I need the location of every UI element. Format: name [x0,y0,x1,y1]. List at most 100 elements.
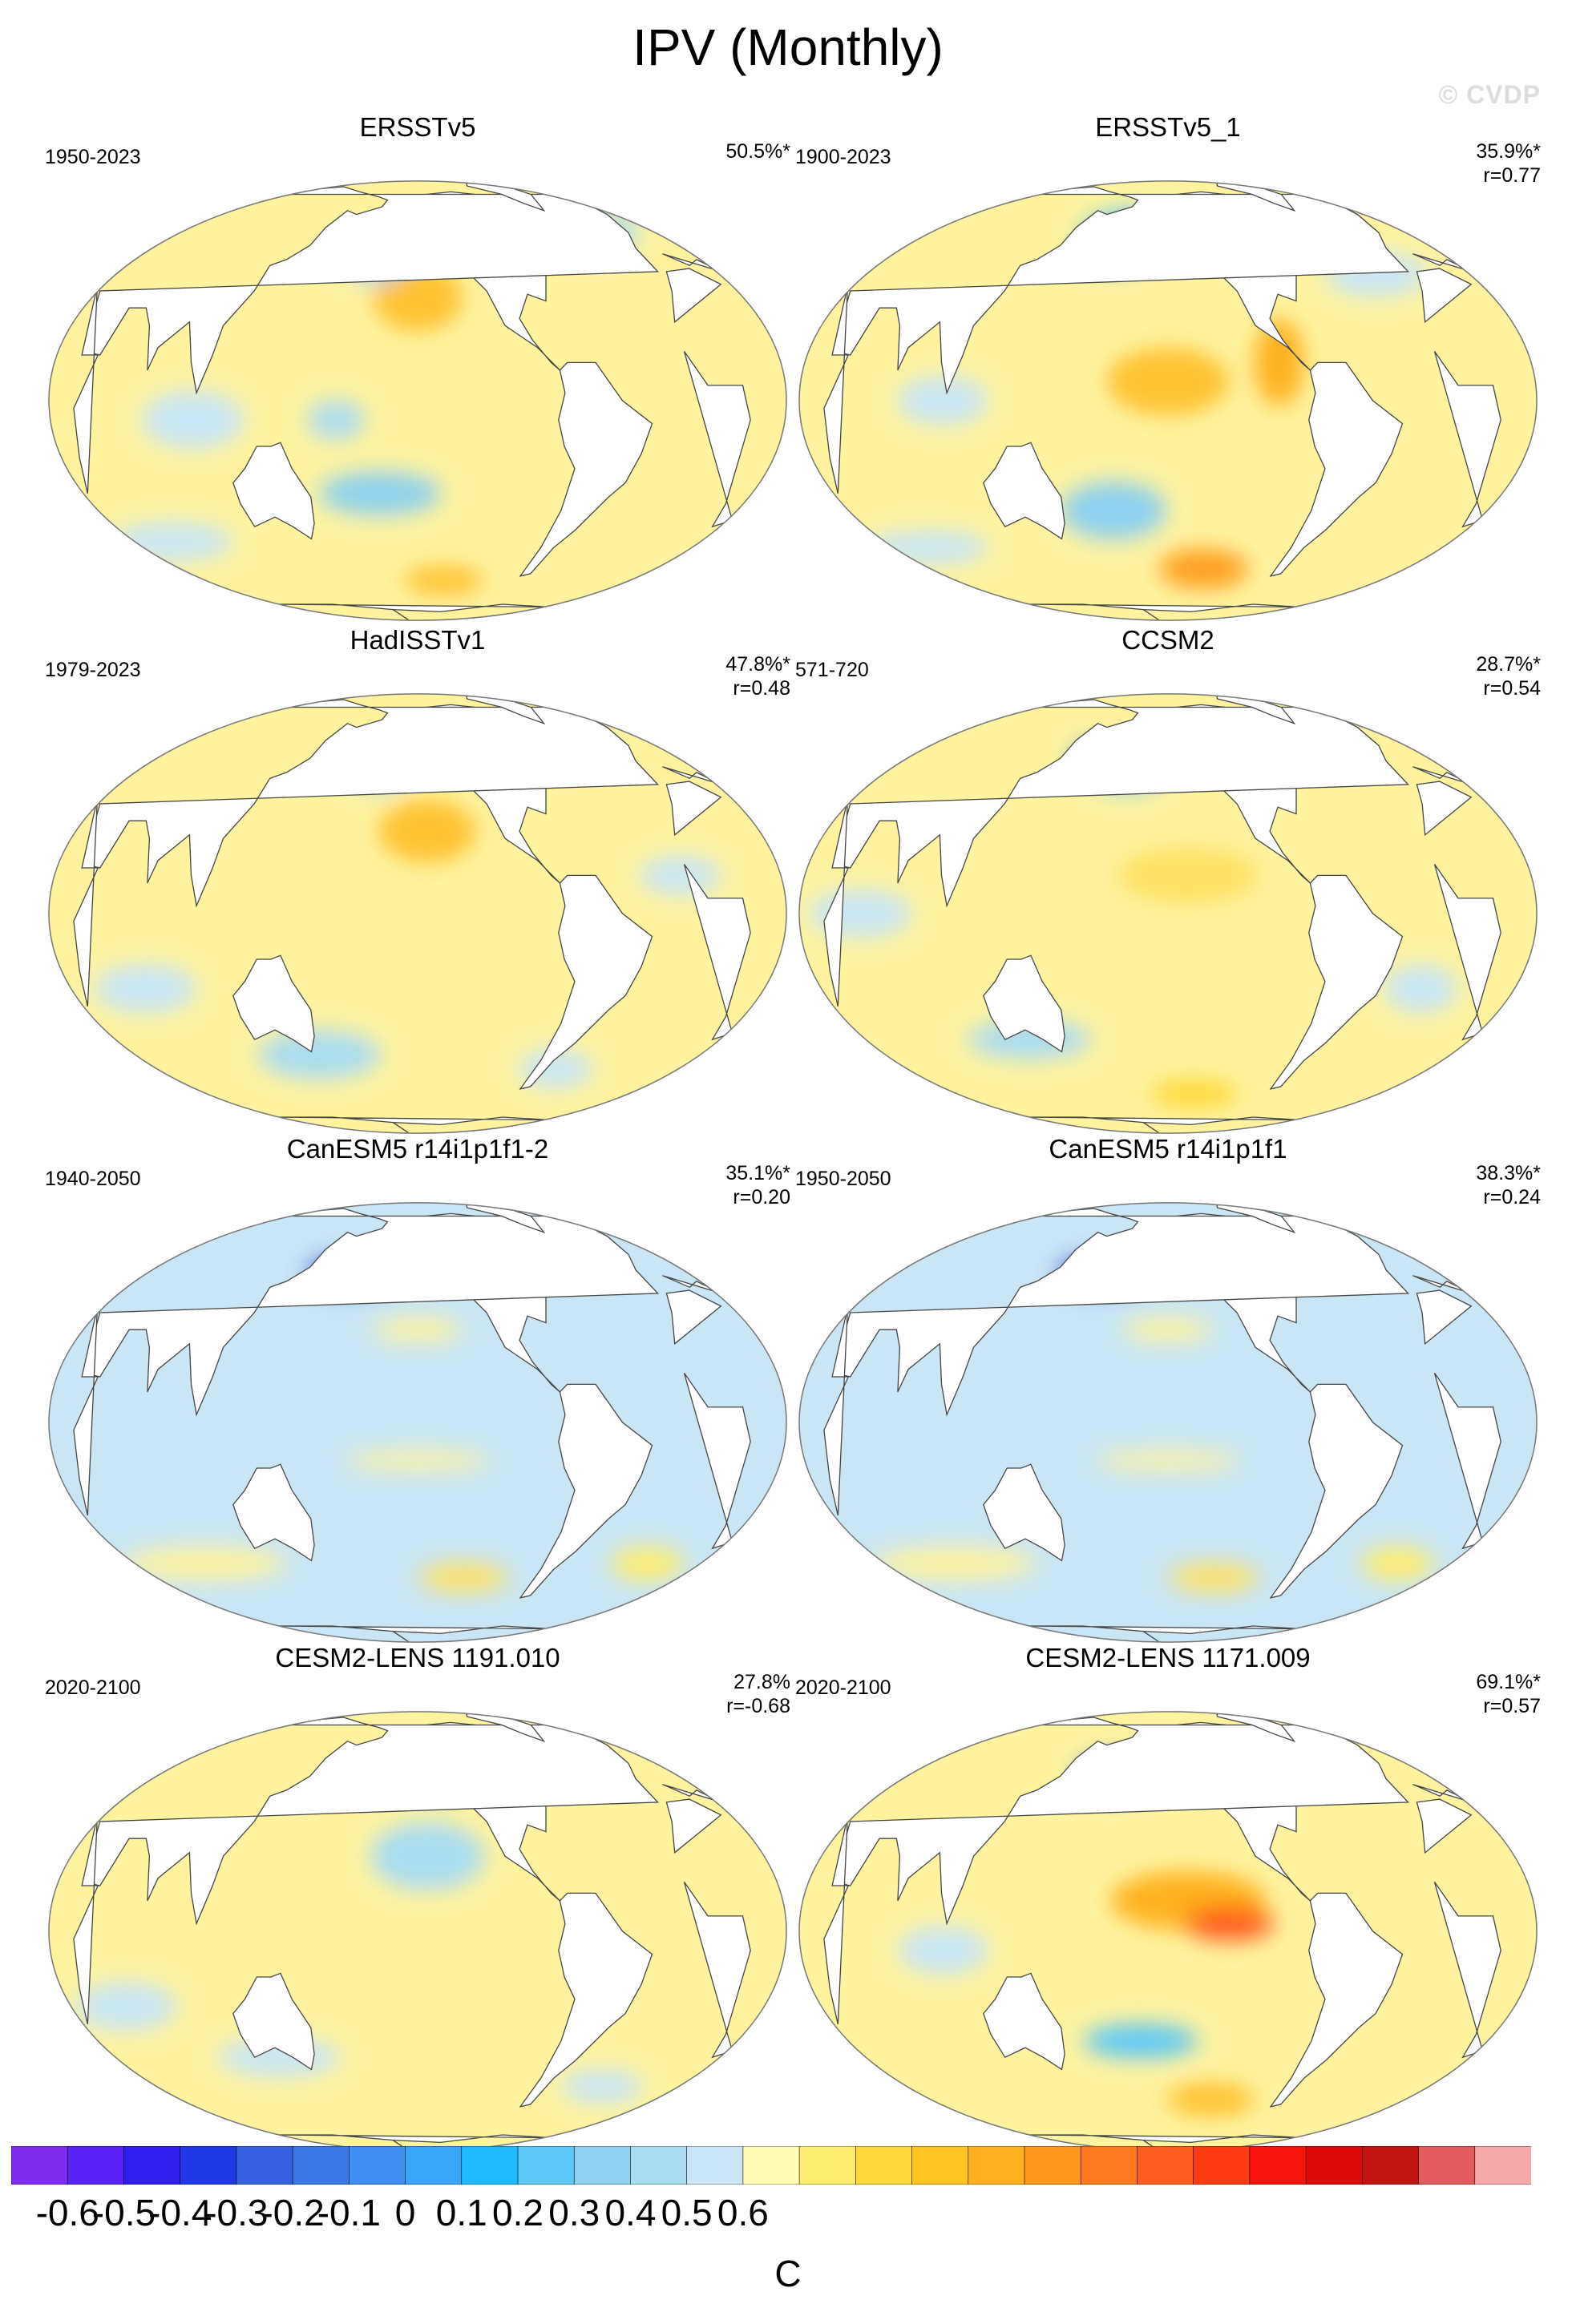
landmass-south-america [519,874,653,1090]
panel-title: ERSSTv5_1 [1095,112,1241,142]
landmass-africa [823,1798,1501,2059]
variance-explained: 28.7%* [1476,653,1541,676]
colorbar-swatch [349,2146,406,2185]
sst-anomaly-patch [639,856,722,895]
panel-title: CESM2-LENS 1191.010 [275,1643,560,1672]
landmass-eurasia [82,186,722,395]
panel-years: 1979-2023 [45,659,141,681]
sst-anomaly-patch [1166,2082,1256,2117]
colorbar-swatch [911,2146,969,2185]
map-boundary [48,1711,787,2152]
sst-anomaly-patch [1360,1546,1435,1581]
colorbar-swatch [573,2146,632,2185]
sst-anomaly-patch [560,2069,644,2104]
panel-stats: 28.7%* r=0.54 [1476,652,1541,700]
landmass-south-america [519,361,653,577]
pattern-correlation: r=-0.68 [726,1695,790,1717]
colorbar-swatch [798,2146,857,2185]
colorbar-swatch [517,2146,576,2185]
landmass-eurasia [832,1717,1473,1926]
cvdp-watermark: © CVDP [1438,80,1541,109]
map-panel: CESM2-LENS 1191.010 2020-2100 27.8% r=-0.68 [45,1643,790,2156]
map-boundary [48,1202,787,1643]
panel-stats: 27.8% r=-0.68 [726,1670,790,1718]
map-panel: CanESM5 r14i1p1f1-2 1940-2050 35.1%* r=0.20 [45,1134,790,1647]
colorbar [11,2146,1531,2185]
map-panel: CanESM5 r14i1p1f1 1950-2050 38.3%* r=0.24 [795,1134,1541,1647]
variance-explained: 35.9%* [1476,140,1541,163]
colorbar-tick-label: -0.1 [317,2192,381,2233]
sst-anomaly-patch [1149,1079,1239,1108]
panel-years: 2020-2100 [45,1676,141,1699]
sst-anomaly-patch [1255,318,1304,407]
sst-anomaly-patch [1060,481,1167,540]
colorbar-tick-label: -0.5 [91,2192,156,2233]
colorbar-tick-label: -0.2 [261,2192,325,2233]
sst-anomaly-patch [897,376,988,426]
global-sst-map [48,693,787,1134]
sst-anomaly-patch [378,799,477,863]
landmass-eurasia [82,1717,722,1926]
map-panel: ERSSTv5_1 1900-2023 35.9%* r=0.77 [795,112,1541,625]
variance-explained: 47.8%* [725,653,790,676]
global-sst-map [798,693,1538,1134]
colorbar-ticks: -0.6 -0.5 -0.4 -0.3 -0.2 -0.1 0 0.1 0.2 0.3 0.4 0.5… [11,2191,1531,2239]
pattern-correlation: r=0.24 [1483,1186,1541,1208]
landmass-eurasia [832,186,1473,395]
map-panel: CESM2-LENS 1171.009 2020-2100 69.1%* r=0.57 [795,1643,1541,2156]
landmass-south-america [519,1892,653,2108]
landmass-eurasia [832,1208,1473,1417]
panel-years: 1950-2050 [795,1168,891,1190]
panel-title: HadISSTv1 [350,625,486,655]
landmass-australia [232,1463,315,1562]
pattern-correlation: r=0.57 [1483,1695,1541,1717]
colorbar-tick-label: -0.3 [204,2192,269,2233]
colorbar-tick-label: 0.2 [492,2192,544,2233]
colorbar-swatch [1193,2146,1251,2185]
landmass-south-america [519,1383,653,1599]
map-boundary [798,1202,1538,1643]
colorbar-tick-label: -0.6 [35,2192,99,2233]
sst-anomaly-patch [1158,549,1249,589]
landmass-africa [823,268,1501,528]
colorbar-swatch [855,2146,913,2185]
panel-title: CCSM2 [1121,625,1214,655]
colorbar-swatch [686,2146,744,2185]
global-sst-map [48,1711,787,2152]
pattern-correlation: r=0.48 [733,677,790,700]
map-panel: HadISSTv1 1979-2023 47.8%* r=0.48 [45,625,790,1138]
colorbar-swatch [1249,2146,1307,2185]
colorbar-swatch [11,2146,69,2185]
landmass-africa [823,781,1501,1041]
landmass-australia [983,1972,1065,2071]
global-sst-map [48,1202,787,1643]
sst-anomaly-patch [1116,845,1260,905]
sst-anomaly-patch [257,1030,381,1079]
sst-anomaly-patch [402,566,485,595]
variance-explained: 35.1%* [725,1162,790,1184]
sst-anomaly-patch [307,400,365,440]
landmass-africa [73,1798,751,2059]
colorbar-swatch [123,2146,181,2185]
colorbar-tick-label: 0.6 [717,2192,769,2233]
map-panel: ERSSTv5 1950-2023 50.5%* [45,112,790,625]
colorbar-tick-label: 0.3 [548,2192,600,2233]
panel-stats: 69.1%* r=0.57 [1476,1670,1541,1718]
colorbar-tick-label: 0 [394,2192,416,2233]
landmass-africa [73,268,751,528]
colorbar-tick-label: 0.1 [435,2192,487,2233]
panel-stats: 35.9%* r=0.77 [1476,139,1541,188]
sst-anomaly-patch [372,1317,463,1342]
global-sst-map [798,180,1538,621]
map-boundary [48,180,787,621]
figure-title: IPV (Monthly) [632,18,944,76]
landmass-australia [232,1972,315,2071]
colorbar-tick-label: 0.4 [604,2192,657,2233]
sst-anomaly-patch [75,1982,178,2031]
sst-anomaly-patch [1184,1906,1275,1941]
panel-stats: 35.1%* r=0.20 [725,1161,790,1209]
sst-anomaly-patch [1122,1317,1214,1342]
map-boundary [798,180,1538,621]
panel-years: 2020-2100 [795,1676,891,1699]
pattern-correlation: r=0.77 [1483,164,1541,187]
